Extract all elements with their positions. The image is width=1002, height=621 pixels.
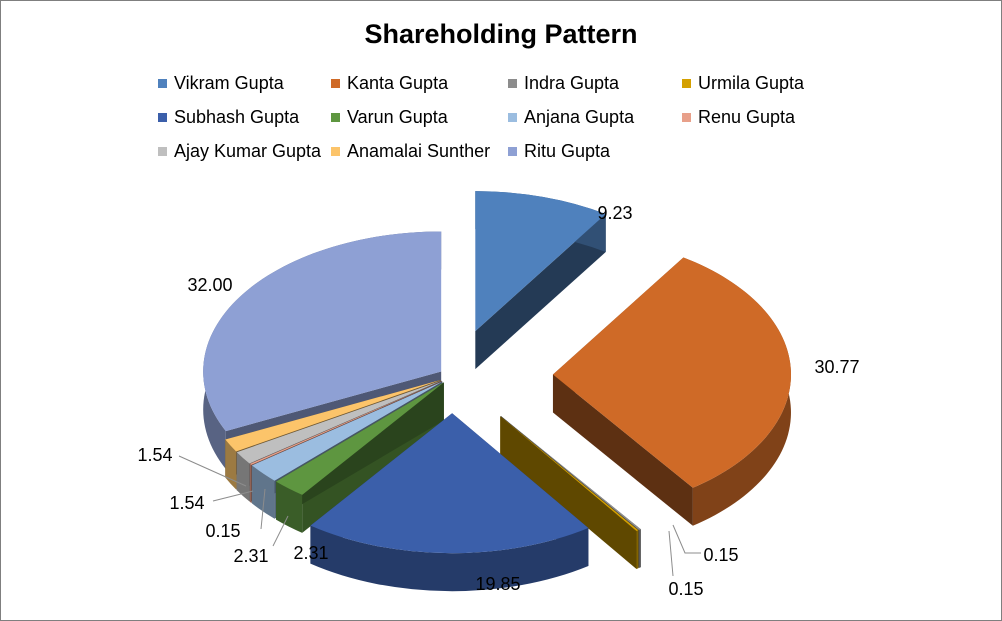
legend-item: Ritu Gupta — [508, 141, 610, 162]
pie-slice-side — [638, 529, 641, 568]
pie-slice-side — [251, 465, 275, 519]
data-label: 0.15 — [703, 545, 738, 565]
pie-slice — [310, 413, 589, 554]
legend-label: Ajay Kumar Gupta — [174, 141, 322, 161]
data-label: 9.23 — [597, 203, 632, 223]
data-label: 19.85 — [475, 574, 520, 594]
legend-item: Renu Gupta — [682, 107, 795, 128]
pie-slice-side — [225, 439, 237, 490]
legend-item: Urmila Gupta — [682, 73, 804, 94]
pie-slice-wall — [552, 374, 693, 526]
legend-label: Indra Gupta — [524, 73, 620, 93]
legend-item: Varun Gupta — [331, 107, 448, 128]
legend-swatch — [331, 147, 340, 156]
legend-label: Ritu Gupta — [524, 141, 611, 161]
legend-swatch — [508, 79, 517, 88]
data-label: 2.31 — [293, 543, 328, 563]
data-label: 1.54 — [137, 445, 172, 465]
legend-label: Anamalai Sunther — [347, 141, 491, 161]
legend-label: Renu Gupta — [698, 107, 796, 127]
legend-label: Urmila Gupta — [698, 73, 805, 93]
legend-label: Vikram Gupta — [174, 73, 284, 93]
legend-item: Anamalai Sunther — [331, 141, 490, 162]
leader-line — [272, 515, 289, 547]
pie-slice-side — [236, 452, 250, 502]
legend-swatch — [158, 79, 167, 88]
legend-swatch — [508, 147, 517, 156]
pie-slice-wall — [276, 382, 444, 520]
pie-slice-side — [276, 481, 303, 533]
legend-swatch — [331, 79, 340, 88]
legend-item: Kanta Gupta — [331, 73, 448, 94]
leader-line — [260, 488, 266, 530]
pie-slice-wall — [475, 214, 606, 370]
legend-swatch — [331, 113, 340, 122]
pie-slice — [225, 379, 441, 452]
pie-slice — [500, 415, 641, 530]
legend-swatch — [508, 113, 517, 122]
legend-item: Subhash Gupta — [158, 107, 299, 128]
pie-slice — [251, 381, 443, 481]
legend-swatch — [682, 113, 691, 122]
legend-item: Vikram Gupta — [158, 73, 284, 94]
legend-item: Ajay Kumar Gupta — [158, 141, 321, 162]
pie-slice — [236, 380, 442, 464]
data-labels: 9.2330.770.150.1519.852.312.310.151.541.… — [137, 203, 859, 599]
legend-item: Indra Gupta — [508, 73, 619, 94]
legend-swatch — [158, 113, 167, 122]
pie-slice-side — [310, 525, 589, 592]
data-label: 2.31 — [233, 546, 268, 566]
legend-label: Varun Gupta — [347, 107, 448, 127]
legend-item: Anjana Gupta — [508, 107, 634, 128]
leader-line — [178, 455, 247, 487]
pie-slice-side — [249, 463, 252, 503]
pie-slice — [552, 257, 791, 488]
leader-line — [668, 530, 674, 577]
pie-slice — [475, 191, 606, 332]
data-label: 1.54 — [169, 493, 204, 513]
leader-line — [212, 490, 254, 502]
pie-slice — [500, 416, 639, 532]
pie-slice — [249, 381, 442, 465]
pie-slice — [276, 382, 444, 495]
legend-swatch — [158, 147, 167, 156]
data-label: 30.77 — [814, 357, 859, 377]
pie-slice-wall — [500, 416, 637, 570]
legend-swatch — [682, 79, 691, 88]
legend-label: Kanta Gupta — [347, 73, 449, 93]
chart-legend: Vikram Gupta Kanta Gupta Indra Gupta Urmila… — [1, 1, 1001, 171]
legend-label: Subhash Gupta — [174, 107, 300, 127]
data-label: 0.15 — [205, 521, 240, 541]
chart-title: Shareholding Pattern — [364, 19, 638, 49]
data-label: 0.15 — [668, 579, 703, 599]
legend-label: Anjana Gupta — [524, 107, 635, 127]
pie-slice — [203, 231, 442, 432]
data-label: 32.00 — [187, 275, 232, 295]
leader-line — [672, 524, 701, 554]
pie-tops — [203, 191, 791, 554]
pie-slice-side — [636, 530, 639, 570]
